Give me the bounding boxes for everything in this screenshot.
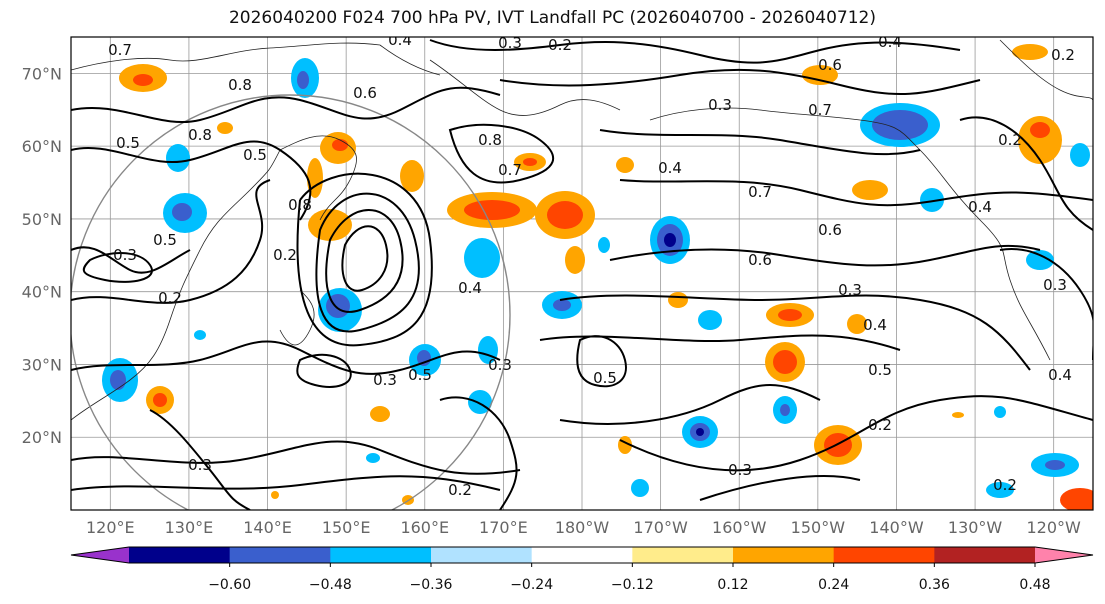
contour-label: 0.3 — [188, 456, 212, 474]
contour-label: 0.3 — [1043, 276, 1067, 294]
colorbar-tick-label: −0.48 — [309, 577, 352, 593]
colorbar-tick-label: 0.24 — [818, 577, 849, 593]
lon-label: 160°E — [400, 518, 449, 537]
colorbar-tick-label: −0.36 — [410, 577, 453, 593]
lat-label: 40°N — [22, 283, 62, 302]
colorbar-tick-label: 0.48 — [1019, 577, 1050, 593]
contour-label: 0.2 — [998, 131, 1022, 149]
contour-label: 0.6 — [353, 84, 377, 102]
contour-label: 0.2 — [448, 481, 472, 499]
contour-labels: 0.70.4 0.3 0.2 0.40.8 0.60.80.50.70.60.80.70… — [108, 31, 1075, 499]
contour-label: 0.5 — [408, 366, 432, 384]
latitude-labels: 70°N 60°N 50°N 40°N 30°N 20°N — [22, 64, 62, 447]
colorbar-segment — [431, 547, 533, 563]
contour-label: 0.3 — [838, 281, 862, 299]
lon-label: 170°W — [633, 518, 688, 537]
contour-label: 0.5 — [868, 361, 892, 379]
colorbar-extend-low — [71, 547, 129, 563]
lon-label: 180°W — [555, 518, 610, 537]
lon-label: 130°E — [165, 518, 214, 537]
contour-label: 0.2 — [993, 476, 1017, 494]
lon-label: 140°W — [869, 518, 924, 537]
colorbar-tick-label: −0.60 — [208, 577, 251, 593]
contour-label: 0.6 — [818, 221, 842, 239]
colorbar-extend-high — [1035, 547, 1093, 563]
contour-label: 0.4 — [658, 159, 682, 177]
contour-label: 0.4 — [863, 316, 887, 334]
lon-label: 140°E — [243, 518, 292, 537]
colorbar-segment — [833, 547, 935, 563]
contour-label: 0.3 — [373, 371, 397, 389]
contour-label: 0.7 — [748, 183, 772, 201]
contour-label: 0.3 — [728, 461, 752, 479]
lon-label: 170°E — [479, 518, 528, 537]
contour-label: 0.4 — [1048, 366, 1072, 384]
contour-label: 0.6 — [748, 251, 772, 269]
contour-label: 0.7 — [498, 161, 522, 179]
shaded-anomalies — [102, 44, 1093, 510]
contour-label: 0.2 — [868, 416, 892, 434]
contour-label: 0.7 — [808, 101, 832, 119]
colorbar-tick-label: 0.12 — [717, 577, 748, 593]
colorbar-segment — [330, 547, 432, 563]
lon-label: 160°W — [712, 518, 767, 537]
lat-label: 60°N — [22, 137, 62, 156]
contour-label: 0.4 — [458, 279, 482, 297]
lon-label: 150°W — [791, 518, 846, 537]
colorbar-tick-label: −0.24 — [510, 577, 553, 593]
contour-label: 0.2 — [548, 36, 572, 54]
contour-label: 0.6 — [818, 56, 842, 74]
colorbar-segment — [531, 547, 633, 563]
contour-label: 0.2 — [158, 289, 182, 307]
contour-label: 0.4 — [968, 198, 992, 216]
lon-label: 150°E — [322, 518, 371, 537]
contour-label: 0.5 — [153, 231, 177, 249]
lon-label: 120°W — [1027, 518, 1082, 537]
contour-label: 0.2 — [1051, 46, 1075, 64]
longitude-labels: 120°E 130°E 140°E 150°E 160°E 170°E 180°W 170°W… — [86, 518, 1081, 537]
contour-label: 0.8 — [188, 126, 212, 144]
colorbar-segment — [129, 547, 231, 563]
lon-label: 130°W — [948, 518, 1003, 537]
colorbar-tick-label: 0.36 — [919, 577, 950, 593]
colorbar-ticks: −0.60 −0.48 −0.36 −0.24 −0.12 0.12 0.24 0.36 0.4… — [208, 563, 1051, 593]
contour-label: 0.3 — [498, 34, 522, 52]
lat-label: 20°N — [22, 428, 62, 447]
contour-label: 0.8 — [288, 196, 312, 214]
contour-label: 0.7 — [108, 41, 132, 59]
circle-marker — [71, 94, 511, 510]
contour-label: 0.4 — [388, 31, 412, 49]
colorbar-segment — [632, 547, 734, 563]
contour-label: 0.4 — [878, 33, 902, 51]
contour-label: 0.3 — [113, 246, 137, 264]
lat-label: 30°N — [22, 355, 62, 374]
contour-label: 0.3 — [488, 356, 512, 374]
map-title: 2026040200 F024 700 hPa PV, IVT Landfall… — [228, 8, 876, 28]
colorbar-segment — [733, 547, 835, 563]
colorbar-segment — [934, 547, 1036, 563]
contour-label: 0.5 — [593, 369, 617, 387]
contour-label: 0.3 — [708, 96, 732, 114]
contour-label: 0.2 — [273, 246, 297, 264]
lat-label: 70°N — [22, 64, 62, 83]
contours — [71, 39, 1093, 510]
colorbar-tick-label: −0.12 — [611, 577, 654, 593]
contour-label: 0.5 — [116, 134, 140, 152]
lon-label: 120°E — [86, 518, 135, 537]
contour-label: 0.8 — [228, 76, 252, 94]
map-frame — [70, 36, 1094, 511]
colorbar — [70, 546, 1094, 564]
lat-label: 50°N — [22, 210, 62, 229]
contour-label: 0.8 — [478, 131, 502, 149]
contour-label: 0.5 — [243, 146, 267, 164]
colorbar-segment — [229, 547, 331, 563]
coastlines — [71, 39, 1093, 421]
